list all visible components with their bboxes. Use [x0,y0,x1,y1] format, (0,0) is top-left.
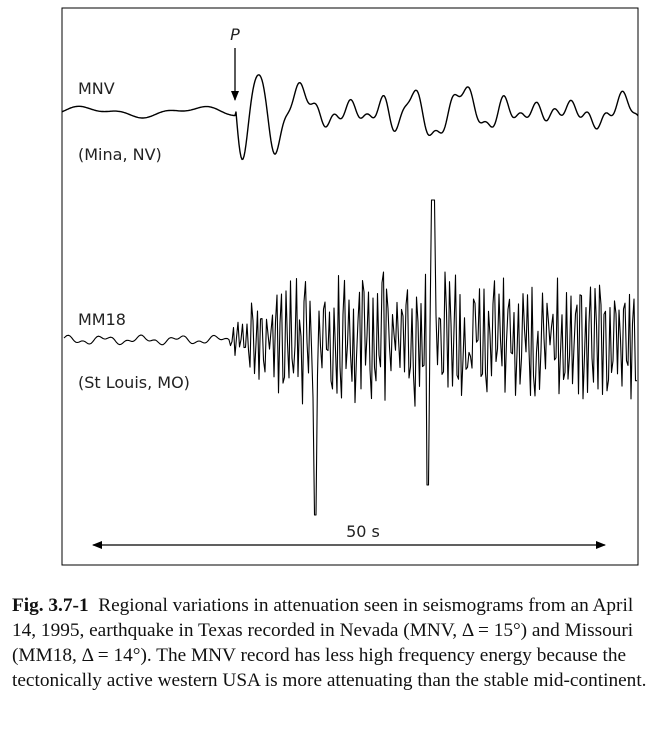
location-label: (St Louis, MO) [78,373,190,392]
location-label: (Mina, NV) [78,145,162,164]
station-label: MNV [78,79,115,98]
frame [61,7,639,566]
station-label: MM18 [78,310,126,329]
seismogram-trace [63,199,637,516]
figure: P MNV (Mina, NV) MM18 (St Louis, MO) 50 … [61,7,639,566]
scale-label: 50 s [346,522,380,541]
caption: Fig. 3.7-1 Regional variations in attenu… [12,593,662,693]
caption-label: Fig. 3.7-1 [12,595,89,616]
p-label: P [230,25,240,44]
seismogram-trace [61,74,639,161]
caption-text: Regional variations in attenuation seen … [12,595,647,691]
